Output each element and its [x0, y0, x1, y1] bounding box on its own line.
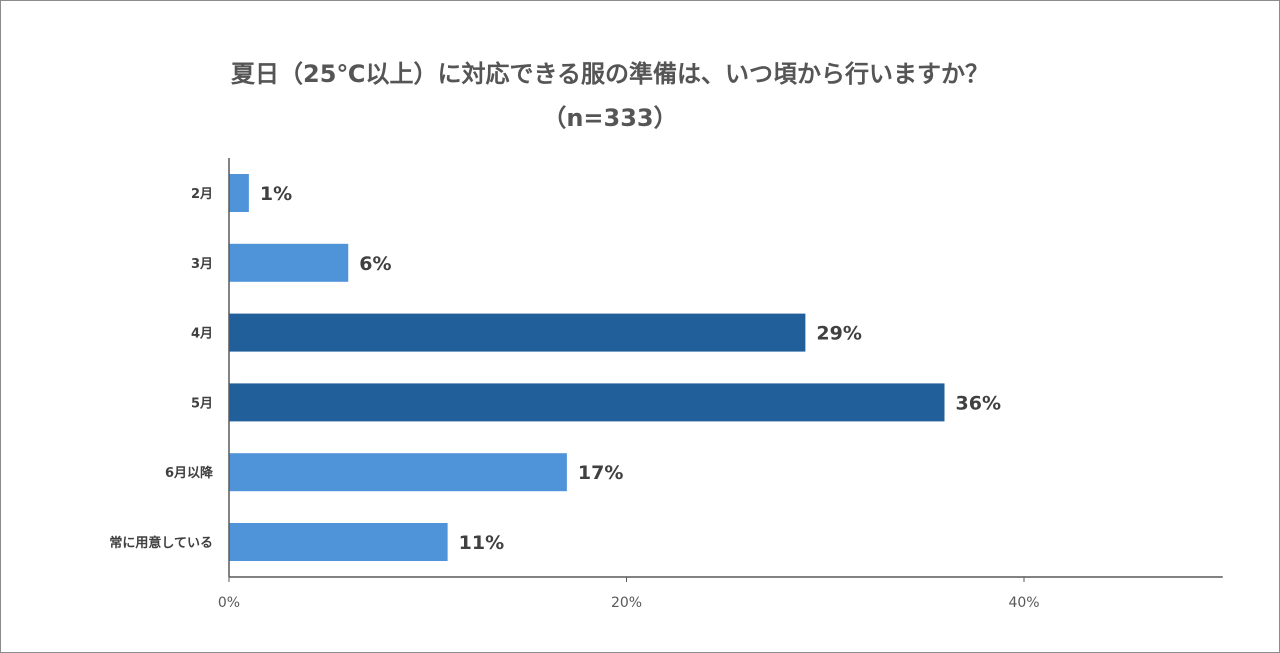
value-label-5: 17%	[578, 462, 623, 484]
category-label-6: 常に用意している	[109, 535, 213, 551]
category-label-4: 5月	[191, 396, 213, 411]
bar-1	[229, 174, 249, 212]
chart-subtitle: （n=333）	[542, 104, 678, 132]
chart-title-block: 夏日（25℃以上）に対応できる服の準備は、いつ頃から行いますか？ （n=333）	[0, 52, 1220, 140]
bar-2	[229, 243, 349, 282]
value-label-1: 1%	[260, 183, 292, 205]
x-tick-label-3: 40%	[1008, 595, 1039, 611]
x-tick-label-1: 0%	[218, 595, 240, 611]
value-label-6: 11%	[459, 532, 504, 554]
bar-5	[229, 453, 567, 492]
bar-6	[229, 523, 448, 561]
category-label-5: 6月以降	[165, 465, 214, 481]
x-tick-label-2: 20%	[611, 595, 642, 611]
value-label-4: 36%	[956, 392, 1001, 414]
value-label-3: 29%	[816, 323, 861, 345]
chart-title: 夏日（25℃以上）に対応できる服の準備は、いつ頃から行いますか？	[231, 60, 989, 88]
category-label-2: 3月	[191, 257, 213, 272]
value-label-2: 6%	[359, 253, 391, 275]
bar-3	[229, 313, 806, 352]
category-label-1: 2月	[191, 187, 213, 202]
bar-4	[229, 383, 945, 422]
category-label-3: 4月	[191, 327, 213, 342]
